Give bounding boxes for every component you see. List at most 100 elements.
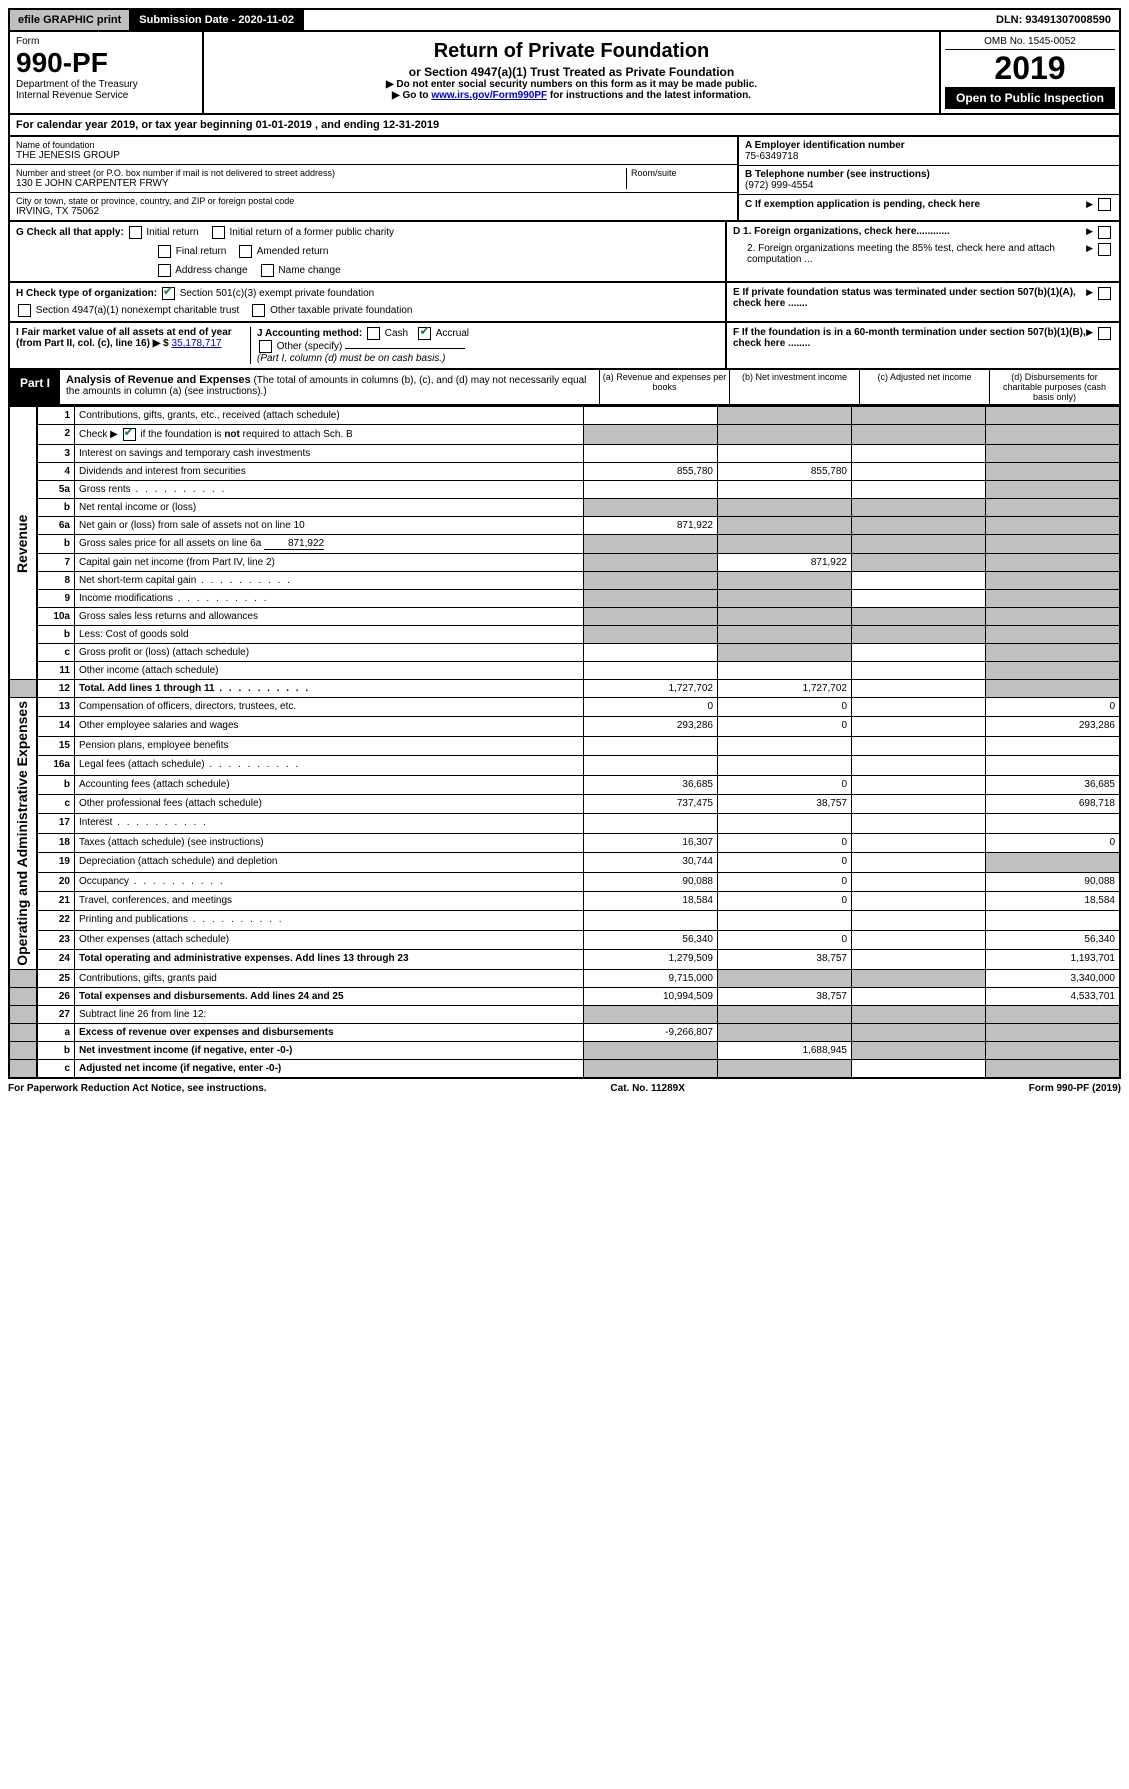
instruction-1: ▶ Do not enter social security numbers o… <box>210 79 933 90</box>
submission-date: Submission Date - 2020-11-02 <box>131 10 304 30</box>
row-desc: Legal fees (attach schedule) <box>75 756 584 775</box>
arrow-icon <box>1086 243 1096 254</box>
cell-a: 1,279,509 <box>584 950 718 970</box>
row-desc: Capital gain net income (from Part IV, l… <box>75 554 584 572</box>
row-desc: Depreciation (attach schedule) and deple… <box>75 853 584 872</box>
cell-a: 90,088 <box>584 872 718 891</box>
j-cash-checkbox[interactable] <box>367 327 380 340</box>
d2-checkbox[interactable] <box>1098 243 1111 256</box>
efile-print-button[interactable]: efile GRAPHIC print <box>10 10 131 30</box>
h-label: H Check type of organization: <box>16 288 157 299</box>
row-6b-inline: 871,922 <box>264 538 324 550</box>
g-opt-0: Initial return <box>146 227 198 238</box>
row-num: b <box>37 1041 75 1059</box>
row-num: b <box>37 499 75 517</box>
row-desc: Net investment income (if negative, ente… <box>75 1041 584 1059</box>
j-accrual-label: Accrual <box>436 328 469 339</box>
ein-label: A Employer identification number <box>745 140 1113 151</box>
f-checkbox[interactable] <box>1098 327 1111 340</box>
j-other-checkbox[interactable] <box>259 340 272 353</box>
cell-d: 293,286 <box>986 717 1121 736</box>
h-501c3-checkbox[interactable] <box>162 287 175 300</box>
row-num: 24 <box>37 950 75 970</box>
d2-label: 2. Foreign organizations meeting the 85%… <box>747 243 1055 265</box>
g-initial-former-checkbox[interactable] <box>212 226 225 239</box>
row-desc: Total operating and administrative expen… <box>75 950 584 970</box>
form-title: Return of Private Foundation <box>210 40 933 63</box>
footer-mid: Cat. No. 11289X <box>610 1083 684 1094</box>
h-opt-1: Section 501(c)(3) exempt private foundat… <box>180 288 375 299</box>
cell-d: 18,584 <box>986 892 1121 911</box>
row-num: 8 <box>37 572 75 590</box>
ein-value: 75-6349718 <box>745 151 1113 162</box>
row-desc: Gross rents <box>75 481 584 499</box>
row-num: 17 <box>37 814 75 833</box>
form-id-block: Form 990-PF Department of the Treasury I… <box>10 32 204 113</box>
sch-b-checkbox[interactable] <box>123 428 136 441</box>
revenue-side-label: Revenue <box>9 407 37 680</box>
calyear-begin: 01-01-2019 <box>256 119 312 131</box>
g-address-change-checkbox[interactable] <box>158 264 171 277</box>
arrow-icon <box>1086 287 1096 298</box>
row-desc: Interest <box>75 814 584 833</box>
cell-a: 56,340 <box>584 930 718 949</box>
g-final-return-checkbox[interactable] <box>158 245 171 258</box>
cell-a: 871,922 <box>584 517 718 535</box>
calyear-mid: , and ending <box>315 119 383 131</box>
row-num: b <box>37 535 75 554</box>
row-desc: Net short-term capital gain <box>75 572 584 590</box>
row-desc: Taxes (attach schedule) (see instruction… <box>75 833 584 852</box>
city-value: IRVING, TX 75062 <box>16 206 731 217</box>
cell-b: 38,757 <box>718 795 852 814</box>
h-other-taxable-checkbox[interactable] <box>252 304 265 317</box>
g-name-change-checkbox[interactable] <box>261 264 274 277</box>
cell-d: 56,340 <box>986 930 1121 949</box>
g-opt-3: Amended return <box>257 246 329 257</box>
row-num: 11 <box>37 662 75 680</box>
j-label: J Accounting method: <box>257 328 362 339</box>
row-desc: Other income (attach schedule) <box>75 662 584 680</box>
row-desc: Accounting fees (attach schedule) <box>75 775 584 794</box>
part-1-label: Part I <box>10 370 60 404</box>
footer-left: For Paperwork Reduction Act Notice, see … <box>8 1083 267 1094</box>
row-desc: Other professional fees (attach schedule… <box>75 795 584 814</box>
row-desc: Contributions, gifts, grants paid <box>75 969 584 987</box>
fmv-value-link[interactable]: 35,178,717 <box>172 338 222 349</box>
g-d-block: G Check all that apply: Initial return I… <box>8 222 1121 283</box>
row-desc: Occupancy <box>75 872 584 891</box>
row-desc: Net gain or (loss) from sale of assets n… <box>75 517 584 535</box>
part-1-title: Analysis of Revenue and Expenses (The to… <box>60 370 600 404</box>
row-num: 1 <box>37 407 75 425</box>
entity-info-block: Name of foundation THE JENESIS GROUP Num… <box>8 137 1121 222</box>
h-4947-checkbox[interactable] <box>18 304 31 317</box>
cell-d: 1,193,701 <box>986 950 1121 970</box>
j-other-label: Other (specify) <box>277 341 343 352</box>
cell-b: 0 <box>718 698 852 717</box>
cell-d: 0 <box>986 833 1121 852</box>
irs-link[interactable]: www.irs.gov/Form990PF <box>431 90 547 101</box>
row-desc: Dividends and interest from securities <box>75 463 584 481</box>
cell-a: 0 <box>584 698 718 717</box>
c-checkbox[interactable] <box>1098 198 1111 211</box>
row-num: 5a <box>37 481 75 499</box>
g-initial-return-checkbox[interactable] <box>129 226 142 239</box>
f-label: F If the foundation is in a 60-month ter… <box>733 327 1086 349</box>
dln-label: DLN: 93491307008590 <box>988 10 1119 30</box>
d1-checkbox[interactable] <box>1098 226 1111 239</box>
e-checkbox[interactable] <box>1098 287 1111 300</box>
foundation-name: THE JENESIS GROUP <box>16 150 731 161</box>
row-desc: Gross profit or (loss) (attach schedule) <box>75 644 584 662</box>
j-accrual-checkbox[interactable] <box>418 327 431 340</box>
cell-a: 9,715,000 <box>584 969 718 987</box>
tax-year: 2019 <box>945 50 1115 87</box>
name-label: Name of foundation <box>16 140 731 150</box>
g-amended-checkbox[interactable] <box>239 245 252 258</box>
cell-b: 0 <box>718 833 852 852</box>
row-num: 14 <box>37 717 75 736</box>
g-opt-2: Final return <box>176 246 227 257</box>
page-footer: For Paperwork Reduction Act Notice, see … <box>8 1079 1121 1098</box>
row-desc: Total. Add lines 1 through 11 <box>75 680 584 698</box>
cell-b: 38,757 <box>718 987 852 1005</box>
cell-a: 16,307 <box>584 833 718 852</box>
arrow-icon <box>1086 199 1096 210</box>
